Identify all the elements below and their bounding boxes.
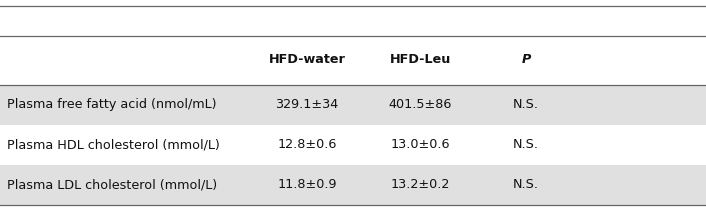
Text: Plasma free fatty acid (nmol/mL): Plasma free fatty acid (nmol/mL) [7,98,217,111]
Text: HFD-water: HFD-water [269,53,345,66]
Text: 329.1±34: 329.1±34 [275,98,339,111]
Text: Plasma LDL cholesterol (mmol/L): Plasma LDL cholesterol (mmol/L) [7,178,217,191]
Text: 13.0±0.6: 13.0±0.6 [390,138,450,151]
Text: P: P [521,53,531,66]
Text: 12.8±0.6: 12.8±0.6 [277,138,337,151]
Text: N.S.: N.S. [513,138,539,151]
Bar [0,85,706,125]
Text: 401.5±86: 401.5±86 [388,98,452,111]
Bar [0,165,706,205]
Text: HFD-Leu: HFD-Leu [390,53,450,66]
Text: 13.2±0.2: 13.2±0.2 [390,178,450,191]
Text: N.S.: N.S. [513,178,539,191]
Text: Plasma HDL cholesterol (mmol/L): Plasma HDL cholesterol (mmol/L) [7,138,220,151]
Text: N.S.: N.S. [513,98,539,111]
Text: 11.8±0.9: 11.8±0.9 [277,178,337,191]
